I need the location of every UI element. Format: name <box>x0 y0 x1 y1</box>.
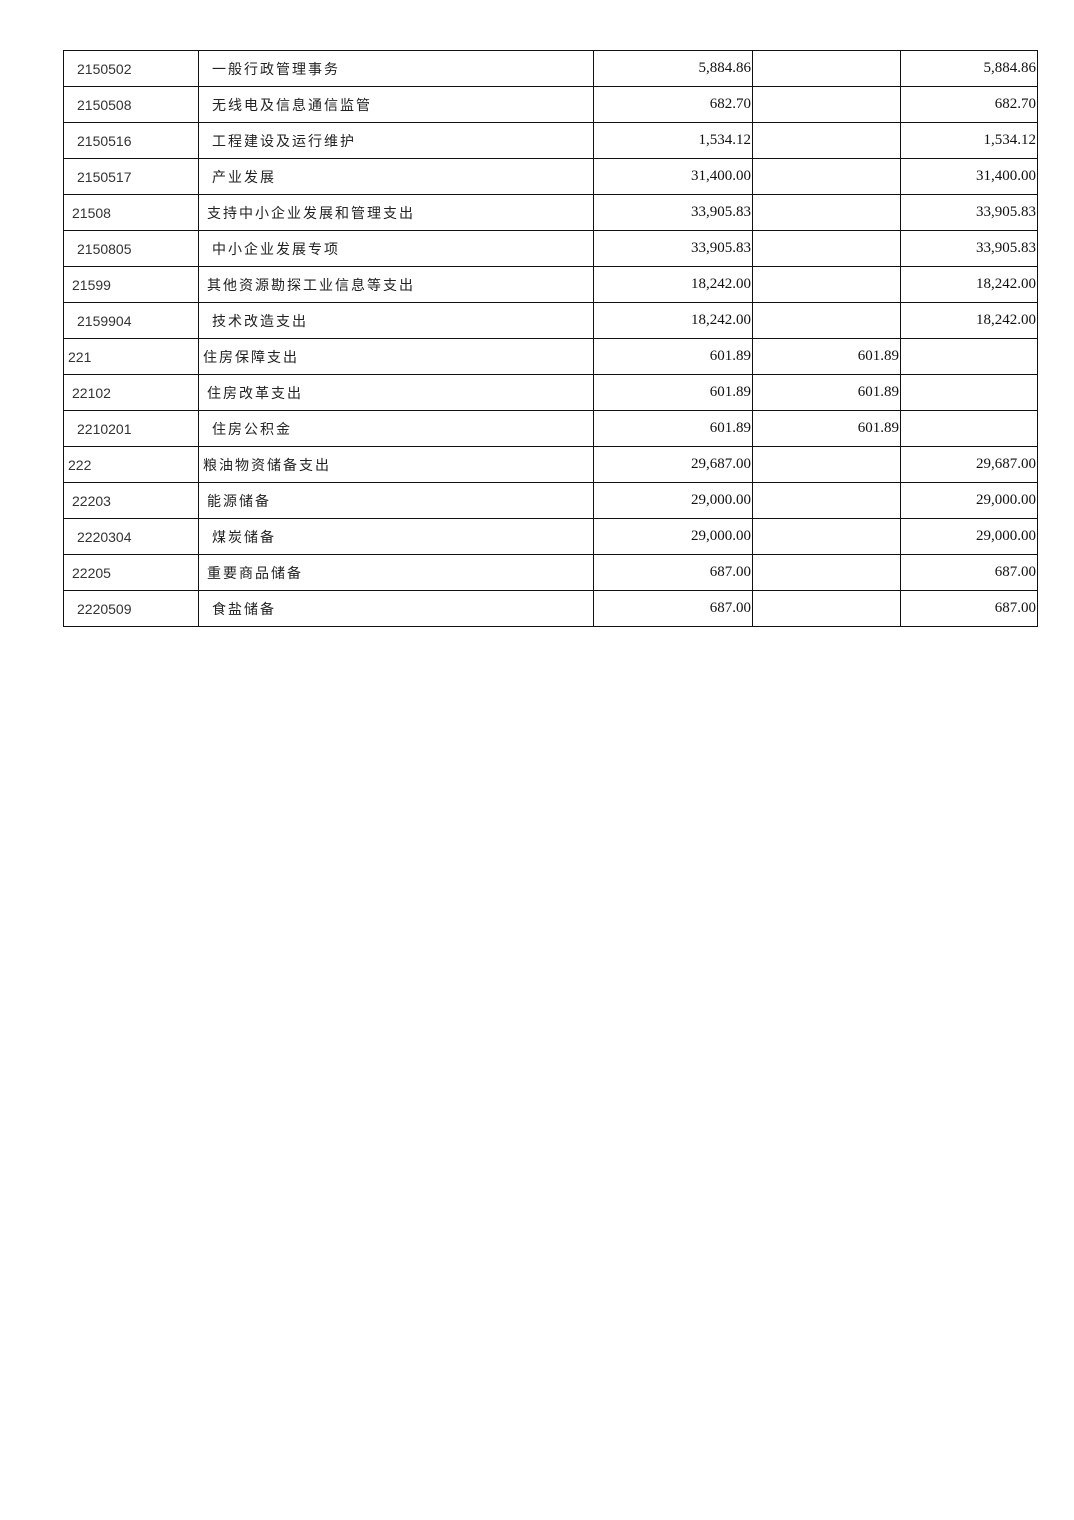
table-row: 2150516 工程建设及运行维护 1,534.12 1,534.12 <box>63 122 1038 159</box>
project-cell <box>900 410 1038 447</box>
table-row: 2150508 无线电及信息通信监管 682.70 682.70 <box>63 86 1038 123</box>
basic-cell <box>752 554 901 591</box>
name-cell: 食盐储备 <box>198 590 594 627</box>
table-row: 2150517 产业发展 31,400.00 31,400.00 <box>63 158 1038 195</box>
basic-cell <box>752 302 901 339</box>
code-cell: 2150516 <box>63 122 199 159</box>
code-cell: 221 <box>63 338 199 375</box>
table-row: 2159904 技术改造支出 18,242.00 18,242.00 <box>63 302 1038 339</box>
project-cell: 682.70 <box>900 86 1038 123</box>
total-cell: 18,242.00 <box>593 302 753 339</box>
table-row: 222 粮油物资储备支出 29,687.00 29,687.00 <box>63 446 1038 483</box>
basic-cell: 601.89 <box>752 374 901 411</box>
name-cell: 煤炭储备 <box>198 518 594 555</box>
total-cell: 29,687.00 <box>593 446 753 483</box>
name-cell: 住房改革支出 <box>198 374 594 411</box>
basic-cell: 601.89 <box>752 338 901 375</box>
table-row: 221 住房保障支出 601.89 601.89 <box>63 338 1038 375</box>
project-cell <box>900 374 1038 411</box>
project-cell: 687.00 <box>900 554 1038 591</box>
table-row: 2210201 住房公积金 601.89 601.89 <box>63 410 1038 447</box>
basic-cell <box>752 230 901 267</box>
table-row: 21508 支持中小企业发展和管理支出 33,905.83 33,905.83 <box>63 194 1038 231</box>
total-cell: 18,242.00 <box>593 266 753 303</box>
total-cell: 33,905.83 <box>593 230 753 267</box>
budget-table-body: 2150502 一般行政管理事务 5,884.86 5,884.86 2150508 无线… <box>63 50 1038 627</box>
project-cell: 1,534.12 <box>900 122 1038 159</box>
code-cell: 21599 <box>63 266 199 303</box>
basic-cell <box>752 194 901 231</box>
name-cell: 支持中小企业发展和管理支出 <box>198 194 594 231</box>
project-cell <box>900 338 1038 375</box>
project-cell: 687.00 <box>900 590 1038 627</box>
total-cell: 1,534.12 <box>593 122 753 159</box>
total-cell: 601.89 <box>593 410 753 447</box>
total-cell: 687.00 <box>593 590 753 627</box>
name-cell: 住房保障支出 <box>198 338 594 375</box>
table-row: 2150805 中小企业发展专项 33,905.83 33,905.83 <box>63 230 1038 267</box>
project-cell: 29,000.00 <box>900 518 1038 555</box>
code-cell: 22203 <box>63 482 199 519</box>
project-cell: 29,000.00 <box>900 482 1038 519</box>
project-cell: 29,687.00 <box>900 446 1038 483</box>
basic-cell <box>752 86 901 123</box>
table-row: 22205 重要商品储备 687.00 687.00 <box>63 554 1038 591</box>
table-row: 2220304 煤炭储备 29,000.00 29,000.00 <box>63 518 1038 555</box>
name-cell: 住房公积金 <box>198 410 594 447</box>
name-cell: 工程建设及运行维护 <box>198 122 594 159</box>
total-cell: 29,000.00 <box>593 482 753 519</box>
code-cell: 2210201 <box>63 410 199 447</box>
name-cell: 无线电及信息通信监管 <box>198 86 594 123</box>
code-cell: 2159904 <box>63 302 199 339</box>
code-cell: 2150517 <box>63 158 199 195</box>
table-row: 22102 住房改革支出 601.89 601.89 <box>63 374 1038 411</box>
basic-cell <box>752 518 901 555</box>
name-cell: 技术改造支出 <box>198 302 594 339</box>
basic-cell <box>752 122 901 159</box>
project-cell: 18,242.00 <box>900 302 1038 339</box>
code-cell: 2220304 <box>63 518 199 555</box>
project-cell: 5,884.86 <box>900 50 1038 87</box>
code-cell: 222 <box>63 446 199 483</box>
code-cell: 22102 <box>63 374 199 411</box>
budget-table: 2150502 一般行政管理事务 5,884.86 5,884.86 2150508 无线… <box>63 50 1038 627</box>
basic-cell <box>752 50 901 87</box>
total-cell: 601.89 <box>593 374 753 411</box>
code-cell: 2150502 <box>63 50 199 87</box>
project-cell: 33,905.83 <box>900 230 1038 267</box>
name-cell: 中小企业发展专项 <box>198 230 594 267</box>
total-cell: 29,000.00 <box>593 518 753 555</box>
code-cell: 2220509 <box>63 590 199 627</box>
name-cell: 其他资源勘探工业信息等支出 <box>198 266 594 303</box>
name-cell: 重要商品储备 <box>198 554 594 591</box>
total-cell: 601.89 <box>593 338 753 375</box>
name-cell: 粮油物资储备支出 <box>198 446 594 483</box>
basic-cell <box>752 158 901 195</box>
total-cell: 33,905.83 <box>593 194 753 231</box>
basic-cell <box>752 266 901 303</box>
table-row: 2150502 一般行政管理事务 5,884.86 5,884.86 <box>63 50 1038 87</box>
total-cell: 31,400.00 <box>593 158 753 195</box>
basic-cell: 601.89 <box>752 410 901 447</box>
table-row: 21599 其他资源勘探工业信息等支出 18,242.00 18,242.00 <box>63 266 1038 303</box>
code-cell: 22205 <box>63 554 199 591</box>
total-cell: 5,884.86 <box>593 50 753 87</box>
table-row: 22203 能源储备 29,000.00 29,000.00 <box>63 482 1038 519</box>
code-cell: 21508 <box>63 194 199 231</box>
project-cell: 33,905.83 <box>900 194 1038 231</box>
project-cell: 31,400.00 <box>900 158 1038 195</box>
name-cell: 一般行政管理事务 <box>198 50 594 87</box>
project-cell: 18,242.00 <box>900 266 1038 303</box>
total-cell: 687.00 <box>593 554 753 591</box>
table-row: 2220509 食盐储备 687.00 687.00 <box>63 590 1038 627</box>
basic-cell <box>752 482 901 519</box>
code-cell: 2150805 <box>63 230 199 267</box>
code-cell: 2150508 <box>63 86 199 123</box>
name-cell: 能源储备 <box>198 482 594 519</box>
basic-cell <box>752 590 901 627</box>
basic-cell <box>752 446 901 483</box>
total-cell: 682.70 <box>593 86 753 123</box>
name-cell: 产业发展 <box>198 158 594 195</box>
